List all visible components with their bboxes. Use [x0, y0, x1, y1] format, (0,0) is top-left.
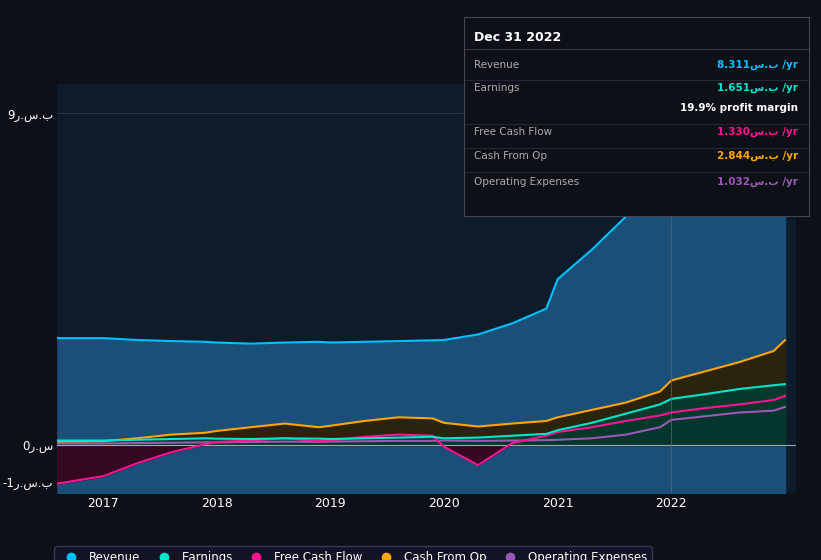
Text: Cash From Op: Cash From Op	[475, 151, 548, 161]
Text: 1.651س.ب /yr: 1.651س.ب /yr	[718, 83, 798, 94]
Text: Earnings: Earnings	[475, 83, 520, 94]
Text: Dec 31 2022: Dec 31 2022	[475, 31, 562, 44]
Text: Revenue: Revenue	[475, 59, 520, 69]
Legend: Revenue, Earnings, Free Cash Flow, Cash From Op, Operating Expenses: Revenue, Earnings, Free Cash Flow, Cash …	[54, 546, 652, 560]
Text: 2.844س.ب /yr: 2.844س.ب /yr	[718, 151, 798, 161]
Text: 1.032س.ب /yr: 1.032س.ب /yr	[718, 177, 798, 187]
Text: 1.330س.ب /yr: 1.330س.ب /yr	[718, 127, 798, 137]
Text: Free Cash Flow: Free Cash Flow	[475, 127, 553, 137]
Text: 19.9% profit margin: 19.9% profit margin	[681, 103, 798, 113]
Text: 8.311س.ب /yr: 8.311س.ب /yr	[718, 59, 798, 69]
Text: Operating Expenses: Operating Expenses	[475, 177, 580, 187]
